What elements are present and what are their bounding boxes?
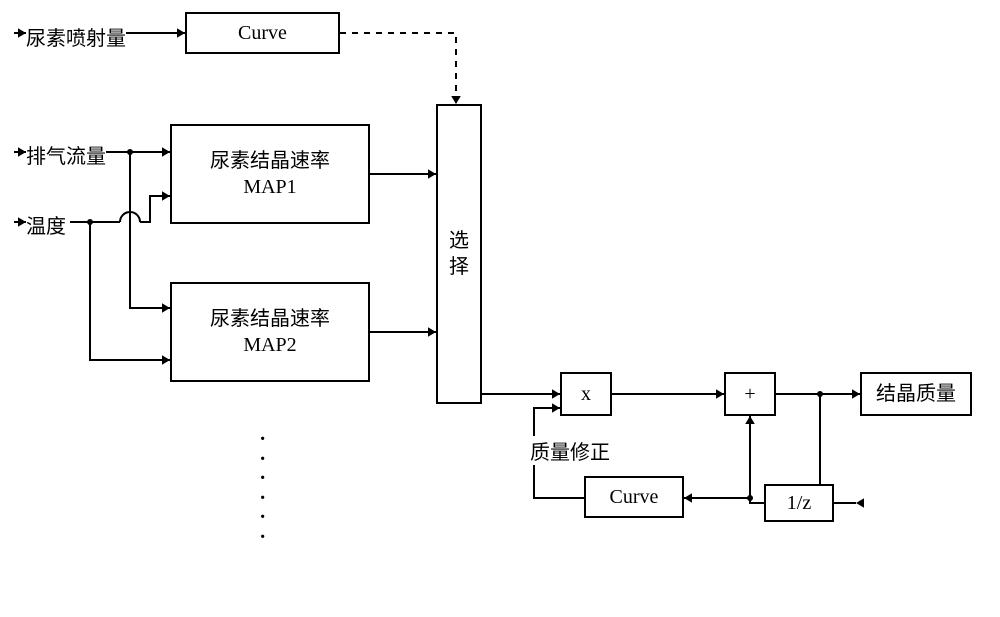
ellipsis-dots: ······ <box>258 430 267 548</box>
block-multiply: x <box>560 372 612 416</box>
block-add: + <box>724 372 776 416</box>
block-output: 结晶质量 <box>860 372 972 416</box>
block-map2: 尿素结晶速率MAP2 <box>170 282 370 382</box>
block-selector: 选择 <box>436 104 482 404</box>
label-urea-injection: 尿素喷射量 <box>26 22 126 51</box>
label-temperature: 温度 <box>26 210 66 239</box>
block-curve-feedback: Curve <box>584 476 684 518</box>
block-map1: 尿素结晶速率MAP1 <box>170 124 370 224</box>
label-exhaust-flow: 排气流量 <box>26 140 106 169</box>
label-mass-correction: 质量修正 <box>530 436 610 465</box>
block-curve-top: Curve <box>185 12 340 54</box>
block-delay: 1/z <box>764 484 834 522</box>
